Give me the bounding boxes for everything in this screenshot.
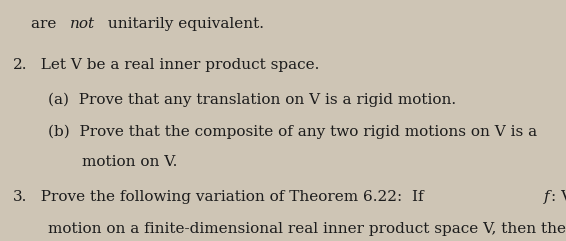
Text: motion on a finite-dimensional real inner product space V, then there: motion on a finite-dimensional real inne… (48, 222, 566, 236)
Text: (a)  Prove that any translation on V is a rigid motion.: (a) Prove that any translation on V is a… (48, 93, 456, 107)
Text: Let V be a real inner product space.: Let V be a real inner product space. (31, 58, 320, 72)
Text: 2.: 2. (12, 58, 27, 72)
Text: : V → V is a: : V → V is a (551, 190, 566, 204)
Text: f: f (544, 190, 550, 204)
Text: Prove the following variation of Theorem 6.22:  If: Prove the following variation of Theorem… (31, 190, 428, 204)
Text: (b)  Prove that the composite of any two rigid motions on V is a: (b) Prove that the composite of any two … (48, 124, 537, 139)
Text: are: are (31, 17, 61, 31)
Text: 3.: 3. (12, 190, 27, 204)
Text: motion on V.: motion on V. (82, 155, 178, 169)
Text: not: not (70, 17, 95, 31)
Text: unitarily equivalent.: unitarily equivalent. (102, 17, 264, 31)
